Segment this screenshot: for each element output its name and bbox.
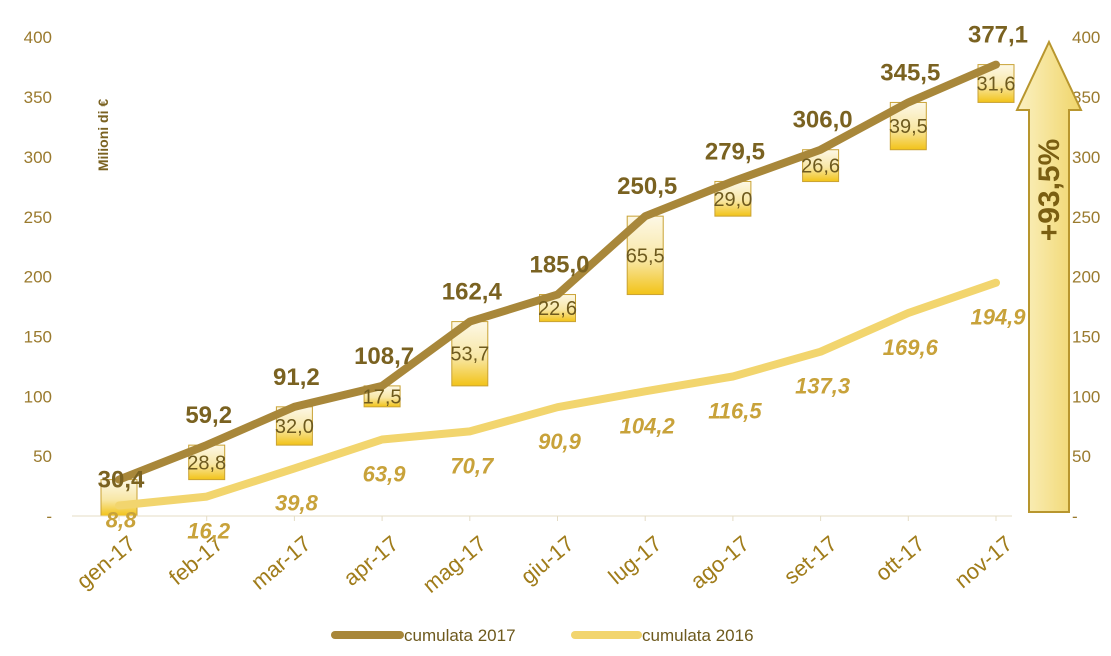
x-tick-label: set-17 xyxy=(779,531,842,589)
monthly-value-label: 39,5 xyxy=(889,116,928,138)
monthly-increment-bar xyxy=(100,479,138,517)
legend-label-2017: cumulata 2017 xyxy=(404,626,516,645)
y-tick-label-right: 50 xyxy=(1072,447,1091,466)
y-tick-label-left: 400 xyxy=(24,28,52,47)
cumulata-2017-value-label: 30,4 xyxy=(98,467,145,494)
y-tick-label-left: 300 xyxy=(24,148,52,167)
legend-label-2016: cumulata 2016 xyxy=(642,626,754,645)
monthly-value-label: 22,6 xyxy=(538,298,577,320)
cumulata-2016-value-label: 90,9 xyxy=(538,429,582,454)
monthly-value-label: 28,8 xyxy=(187,452,226,474)
x-tick-label: nov-17 xyxy=(950,531,1018,593)
y-tick-label-right: 100 xyxy=(1072,387,1100,406)
y-tick-label-right: 300 xyxy=(1072,148,1100,167)
y-tick-label-left: 350 xyxy=(24,88,52,107)
y-tick-label-right: - xyxy=(1072,507,1078,526)
monthly-value-label: 65,5 xyxy=(626,245,665,267)
y-tick-label-left: 50 xyxy=(33,447,52,466)
x-tick-label: giu-17 xyxy=(516,531,579,589)
x-tick-label: apr-17 xyxy=(339,531,404,591)
growth-percentage-label: +93,5% xyxy=(1033,139,1066,242)
cumulata-2016-value-label: 194,9 xyxy=(970,305,1026,330)
cumulata-2017-value-label: 108,7 xyxy=(354,343,414,370)
y-tick-label-right: 350 xyxy=(1072,88,1100,107)
cumulata-2017-value-label: 377,1 xyxy=(968,22,1028,49)
cumulata-2016-value-label: 16,2 xyxy=(187,519,231,544)
line-cumulata-2016 xyxy=(115,278,1000,510)
y-tick-label-right: 150 xyxy=(1072,327,1100,346)
y-tick-label-left: 250 xyxy=(24,208,52,227)
cumulata-2017-value-label: 185,0 xyxy=(529,252,589,279)
cumulata-2016-value-label: 39,8 xyxy=(275,490,319,515)
monthly-value-label: 31,6 xyxy=(977,74,1016,96)
monthly-value-label: 26,6 xyxy=(801,156,840,178)
line-cumulata-2017 xyxy=(115,60,1000,484)
cumulata-2017-value-label: 345,5 xyxy=(880,59,940,86)
cumulata-2016-value-label: 8,8 xyxy=(106,507,137,532)
monthly-value-label: 29,0 xyxy=(713,189,752,211)
cumulata-2017-value-label: 279,5 xyxy=(705,138,765,165)
y-tick-label-left: 100 xyxy=(24,387,52,406)
cumulata-2017-value-label: 91,2 xyxy=(273,364,320,391)
cumulata-2016-value-label: 104,2 xyxy=(620,413,676,438)
cumulata-2016-value-label: 63,9 xyxy=(363,462,407,487)
x-tick-label: mag-17 xyxy=(418,531,491,598)
cumulata-2016-value-label: 137,3 xyxy=(795,374,850,399)
y-tick-label-left: - xyxy=(46,507,52,526)
cumulata-2017-value-label: 59,2 xyxy=(185,402,232,429)
x-tick-label: gen-17 xyxy=(72,531,141,594)
monthly-value-label: 53,7 xyxy=(450,344,489,366)
cumulata-2016-value-label: 116,5 xyxy=(708,399,762,424)
cumulata-2017-value-label: 250,5 xyxy=(617,173,677,200)
cumulata-2017-value-label: 306,0 xyxy=(793,107,853,134)
cumulata-2017-value-label: 162,4 xyxy=(442,279,503,306)
y-tick-label-right: 200 xyxy=(1072,268,1100,287)
monthly-value-label: 32,0 xyxy=(275,416,314,438)
cumulata-2016-value-label: 169,6 xyxy=(883,335,939,360)
cumulata-2016-value-label: 70,7 xyxy=(450,453,495,478)
y-tick-label-left: 150 xyxy=(24,327,52,346)
y-tick-label-left: 200 xyxy=(24,268,52,287)
x-tick-label: ott-17 xyxy=(870,531,929,586)
x-tick-label: ago-17 xyxy=(686,531,755,594)
y-tick-label-right: 400 xyxy=(1072,28,1100,47)
monthly-value-label: 17,5 xyxy=(363,386,402,408)
y-tick-label-right: 250 xyxy=(1072,208,1100,227)
x-tick-label: mar-17 xyxy=(246,531,315,595)
growth-arrow xyxy=(1015,39,1083,513)
y-axis-label: Milioni di € xyxy=(95,99,111,172)
x-tick-label: lug-17 xyxy=(603,531,666,589)
